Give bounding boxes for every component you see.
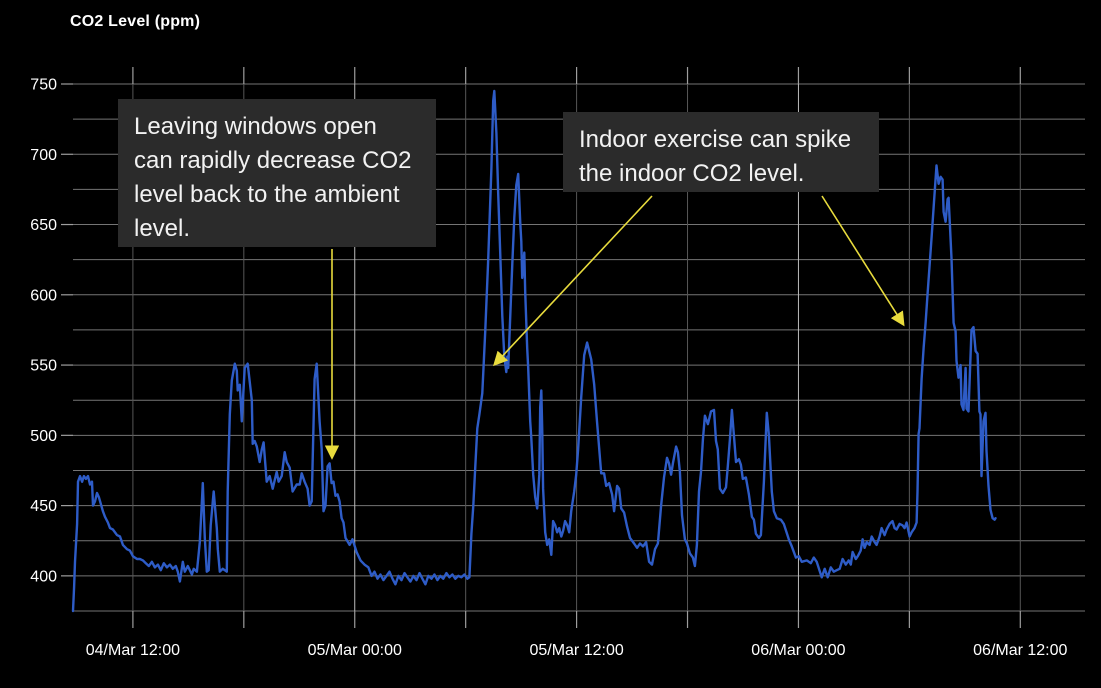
y-tick-label: 450 (30, 498, 57, 515)
y-tick-label: 400 (30, 568, 57, 585)
y-tick-label: 550 (30, 358, 57, 375)
annotation-arrow (821, 195, 905, 327)
annotation-box-windows-open: Leaving windows open can rapidly decreas… (118, 99, 436, 247)
annotation-box-indoor-exercise: Indoor exercise can spike the indoor CO2… (563, 112, 879, 192)
y-tick-label: 700 (30, 147, 57, 164)
chart-title: CO2 Level (ppm) (70, 13, 201, 30)
annotation-text: Leaving windows open can rapidly decreas… (134, 113, 412, 242)
annotation-arrow (493, 195, 653, 367)
x-tick-label: 04/Mar 12:00 (86, 642, 180, 659)
x-tick-label: 06/Mar 12:00 (973, 642, 1067, 659)
annotation-text: Indoor exercise can spike the indoor CO2… (579, 126, 852, 187)
x-tick-label: 05/Mar 00:00 (308, 642, 402, 659)
x-tick-label: 05/Mar 12:00 (529, 642, 623, 659)
x-tick-label: 06/Mar 00:00 (751, 642, 845, 659)
y-tick-label: 750 (30, 77, 57, 94)
co2-line (71, 89, 997, 613)
y-tick-label: 650 (30, 217, 57, 234)
y-tick-label: 600 (30, 287, 57, 304)
y-tick-label: 500 (30, 428, 57, 445)
